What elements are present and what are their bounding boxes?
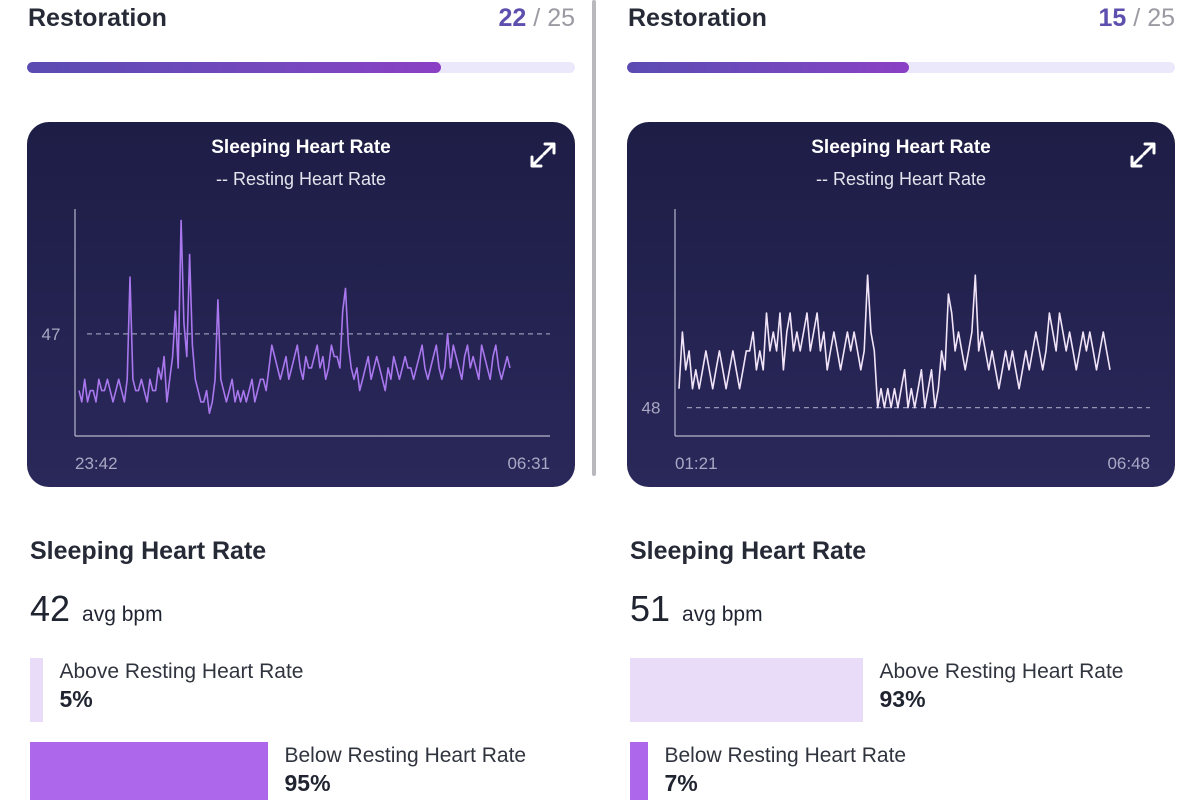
- chart-legend-resting: -- Resting Heart Rate: [215, 169, 387, 189]
- below-resting-text: Below Resting Heart Rate 95%: [285, 744, 527, 797]
- restoration-progress-fill: [27, 62, 441, 73]
- sleep-panel-left: Restoration 22 / 25 47 23:42 06:31 Sleep…: [27, 0, 575, 800]
- restoration-progress-fill: [627, 62, 910, 73]
- average-bpm: 42 avg bpm: [30, 588, 163, 630]
- panel-divider: [592, 0, 596, 476]
- below-resting-text: Below Resting Heart Rate 7%: [665, 744, 907, 797]
- restoration-score-value: 22: [498, 4, 527, 32]
- sleeping-heart-rate-series: [678, 274, 1111, 409]
- resting-heart-rate-label: 47: [42, 325, 61, 344]
- above-resting-value: 5%: [59, 686, 93, 712]
- x-axis-label-end: 06:31: [507, 454, 550, 473]
- average-bpm-unit: avg bpm: [682, 603, 763, 626]
- above-resting-bar: [30, 658, 43, 722]
- average-bpm-unit: avg bpm: [82, 603, 163, 626]
- above-resting-label: Above Resting Heart Rate: [879, 660, 1124, 683]
- chart-title: Sleeping Heart Rate: [811, 137, 991, 158]
- restoration-title: Restoration: [628, 4, 767, 32]
- above-resting-bar: [630, 658, 863, 722]
- expand-icon[interactable]: [529, 141, 557, 169]
- restoration-score-value: 15: [1098, 4, 1127, 32]
- chart-title: Sleeping Heart Rate: [211, 137, 391, 158]
- below-resting-bar: [30, 742, 268, 800]
- sleeping-heart-rate-title: Sleeping Heart Rate: [630, 537, 867, 565]
- restoration-score-max: / 25: [1133, 4, 1175, 32]
- heart-rate-chart-card[interactable]: 47 23:42 06:31 Sleeping Heart Rate -- Re…: [27, 122, 575, 487]
- below-resting-bar: [630, 742, 648, 800]
- below-resting-value: 95%: [284, 770, 331, 796]
- resting-heart-rate-label: 48: [642, 399, 661, 418]
- x-axis-label-end: 06:48: [1107, 454, 1150, 473]
- restoration-progress-bar: [627, 62, 1175, 73]
- restoration-score: 22 / 25: [499, 4, 575, 33]
- restoration-title: Restoration: [28, 4, 167, 32]
- restoration-progress-bar: [27, 62, 575, 73]
- below-resting-value: 7%: [664, 770, 698, 796]
- average-bpm-value: 42: [30, 588, 71, 629]
- average-bpm-value: 51: [630, 588, 671, 629]
- chart-legend-resting: -- Resting Heart Rate: [815, 169, 987, 189]
- expand-icon[interactable]: [1129, 141, 1157, 169]
- below-resting-label: Below Resting Heart Rate: [664, 744, 907, 767]
- x-axis-label-start: 01:21: [675, 454, 718, 473]
- average-bpm: 51 avg bpm: [630, 588, 763, 630]
- heart-rate-chart: 48 01:21 06:48: [642, 209, 1150, 473]
- above-resting-text: Above Resting Heart Rate 5%: [60, 660, 304, 713]
- restoration-score: 15 / 25: [1099, 4, 1175, 33]
- restoration-score-max: / 25: [533, 4, 575, 32]
- above-resting-label: Above Resting Heart Rate: [59, 660, 304, 683]
- above-resting-value: 93%: [879, 686, 926, 712]
- sleep-panel-right: Restoration 15 / 25 48 01:21 06:48 Sleep…: [627, 0, 1175, 800]
- heart-rate-chart-card[interactable]: 48 01:21 06:48 Sleeping Heart Rate -- Re…: [627, 122, 1175, 487]
- above-resting-text: Above Resting Heart Rate 93%: [880, 660, 1124, 713]
- sleeping-heart-rate-title: Sleeping Heart Rate: [30, 537, 267, 565]
- x-axis-label-start: 23:42: [75, 454, 118, 473]
- below-resting-label: Below Resting Heart Rate: [284, 744, 527, 767]
- sleeping-heart-rate-series: [78, 219, 511, 415]
- heart-rate-chart: 47 23:42 06:31: [42, 209, 550, 473]
